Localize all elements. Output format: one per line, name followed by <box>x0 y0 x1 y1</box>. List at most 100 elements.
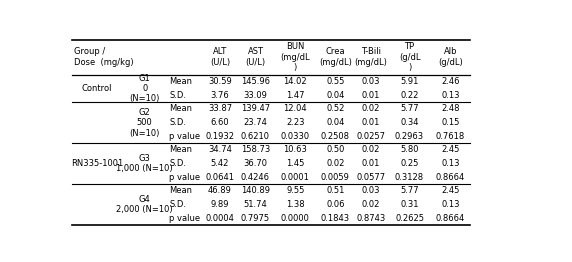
Text: Alb
(g/dL): Alb (g/dL) <box>438 47 463 67</box>
Text: 0.02: 0.02 <box>362 105 380 113</box>
Text: 0.03: 0.03 <box>362 187 380 195</box>
Text: Crea
(mg/dL): Crea (mg/dL) <box>319 47 352 67</box>
Text: 0.0004: 0.0004 <box>205 214 235 223</box>
Text: 30.59: 30.59 <box>208 77 232 86</box>
Text: 46.89: 46.89 <box>208 187 232 195</box>
Text: S.D.: S.D. <box>169 118 186 127</box>
Text: 5.77: 5.77 <box>400 187 419 195</box>
Text: 0.04: 0.04 <box>326 91 344 100</box>
Text: 0.01: 0.01 <box>362 159 380 168</box>
Text: 0.52: 0.52 <box>326 105 344 113</box>
Text: 0.8664: 0.8664 <box>436 214 465 223</box>
Text: T-Bili
(mg/dL): T-Bili (mg/dL) <box>354 47 387 67</box>
Text: 5.42: 5.42 <box>211 159 229 168</box>
Text: 0.25: 0.25 <box>400 159 419 168</box>
Text: 0.01: 0.01 <box>362 118 380 127</box>
Text: Mean: Mean <box>169 105 192 113</box>
Text: 14.02: 14.02 <box>284 77 307 86</box>
Text: 0.50: 0.50 <box>326 145 344 155</box>
Text: 0.02: 0.02 <box>362 145 380 155</box>
Text: S.D.: S.D. <box>169 159 186 168</box>
Text: 1.38: 1.38 <box>286 200 305 209</box>
Text: 23.74: 23.74 <box>244 118 267 127</box>
Text: Mean: Mean <box>169 187 192 195</box>
Text: 0.04: 0.04 <box>326 118 344 127</box>
Text: 0.13: 0.13 <box>441 91 460 100</box>
Text: 0.8743: 0.8743 <box>356 214 386 223</box>
Text: 0.7618: 0.7618 <box>436 132 465 141</box>
Text: 34.74: 34.74 <box>208 145 232 155</box>
Text: 0.51: 0.51 <box>326 187 344 195</box>
Text: 51.74: 51.74 <box>244 200 267 209</box>
Text: 0.0000: 0.0000 <box>281 214 310 223</box>
Text: 33.87: 33.87 <box>208 105 232 113</box>
Text: 0.4246: 0.4246 <box>241 173 270 182</box>
Text: 0.1843: 0.1843 <box>321 214 350 223</box>
Text: G1
0
(N=10): G1 0 (N=10) <box>129 74 160 103</box>
Text: p value: p value <box>169 173 200 182</box>
Text: 0.13: 0.13 <box>441 200 460 209</box>
Text: 3.76: 3.76 <box>210 91 229 100</box>
Text: S.D.: S.D. <box>169 200 186 209</box>
Text: 2.46: 2.46 <box>441 77 460 86</box>
Text: 0.3128: 0.3128 <box>395 173 424 182</box>
Text: 2.48: 2.48 <box>441 105 460 113</box>
Text: 0.34: 0.34 <box>400 118 419 127</box>
Text: p value: p value <box>169 214 200 223</box>
Text: 0.7975: 0.7975 <box>241 214 270 223</box>
Text: RN335-1001: RN335-1001 <box>71 159 123 168</box>
Text: 0.0577: 0.0577 <box>356 173 386 182</box>
Text: Mean: Mean <box>169 145 192 155</box>
Text: 0.0257: 0.0257 <box>356 132 385 141</box>
Text: 0.0059: 0.0059 <box>321 173 349 182</box>
Text: 0.02: 0.02 <box>326 159 344 168</box>
Text: p value: p value <box>169 132 200 141</box>
Text: 0.1932: 0.1932 <box>205 132 235 141</box>
Text: 0.0641: 0.0641 <box>205 173 235 182</box>
Text: 0.55: 0.55 <box>326 77 344 86</box>
Text: 2.45: 2.45 <box>442 187 460 195</box>
Text: 0.6210: 0.6210 <box>241 132 270 141</box>
Text: 0.0330: 0.0330 <box>281 132 310 141</box>
Text: 0.01: 0.01 <box>362 91 380 100</box>
Text: 139.47: 139.47 <box>241 105 270 113</box>
Text: 2.45: 2.45 <box>442 145 460 155</box>
Text: 0.15: 0.15 <box>442 118 460 127</box>
Text: 5.77: 5.77 <box>400 105 419 113</box>
Text: 5.80: 5.80 <box>400 145 419 155</box>
Text: 10.63: 10.63 <box>284 145 307 155</box>
Text: 0.8664: 0.8664 <box>436 173 465 182</box>
Text: 5.91: 5.91 <box>400 77 419 86</box>
Text: 0.2508: 0.2508 <box>321 132 349 141</box>
Text: 6.60: 6.60 <box>210 118 229 127</box>
Text: 158.73: 158.73 <box>241 145 270 155</box>
Text: ALT
(U/L): ALT (U/L) <box>210 47 230 67</box>
Text: AST
(U/L): AST (U/L) <box>245 47 265 67</box>
Text: 140.89: 140.89 <box>241 187 270 195</box>
Text: BUN
(mg/dL
): BUN (mg/dL ) <box>280 42 310 72</box>
Text: G3
1,000 (N=10): G3 1,000 (N=10) <box>116 154 173 173</box>
Text: 0.02: 0.02 <box>362 200 380 209</box>
Text: Control: Control <box>82 84 112 93</box>
Text: 145.96: 145.96 <box>241 77 270 86</box>
Text: 0.0001: 0.0001 <box>281 173 310 182</box>
Text: 0.2963: 0.2963 <box>395 132 424 141</box>
Text: 0.03: 0.03 <box>362 77 380 86</box>
Text: 36.70: 36.70 <box>244 159 268 168</box>
Text: 0.2625: 0.2625 <box>395 214 424 223</box>
Text: 0.06: 0.06 <box>326 200 344 209</box>
Text: 33.09: 33.09 <box>244 91 267 100</box>
Text: 1.45: 1.45 <box>286 159 304 168</box>
Text: Mean: Mean <box>169 77 192 86</box>
Text: 0.22: 0.22 <box>400 91 419 100</box>
Text: G2
500
(N=10): G2 500 (N=10) <box>129 108 160 138</box>
Text: 0.13: 0.13 <box>441 159 460 168</box>
Text: G4
2,000 (N=10): G4 2,000 (N=10) <box>116 195 173 214</box>
Text: S.D.: S.D. <box>169 91 186 100</box>
Text: 0.31: 0.31 <box>400 200 419 209</box>
Text: 1.47: 1.47 <box>286 91 305 100</box>
Text: 2.23: 2.23 <box>286 118 305 127</box>
Text: 12.04: 12.04 <box>284 105 307 113</box>
Text: 9.89: 9.89 <box>210 200 229 209</box>
Text: 9.55: 9.55 <box>286 187 304 195</box>
